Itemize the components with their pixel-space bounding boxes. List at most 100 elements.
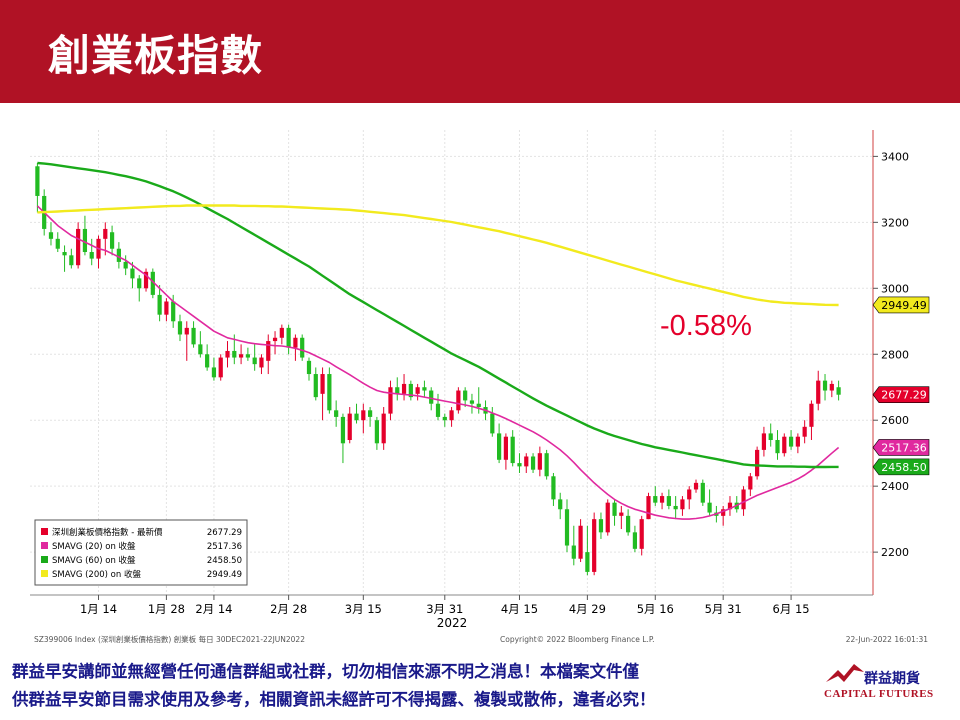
tag-last-price: 2677.29 — [872, 386, 930, 404]
legend-swatch-ma60 — [41, 556, 48, 563]
candle-body — [456, 390, 461, 411]
legend-value-ma200: 2949.49 — [207, 570, 242, 580]
candle-body — [632, 532, 638, 549]
candle-body — [558, 499, 563, 510]
company-logo: 群益期貨 CAPITAL FUTURES — [820, 658, 950, 714]
candle-body — [137, 278, 142, 289]
candle-body — [150, 271, 155, 295]
candle-body — [211, 367, 217, 378]
candle-body — [293, 337, 298, 348]
y-tick-label: 2400 — [881, 480, 909, 493]
price-chart: 2200 2400 2600 2800 3000 3200 3400 1月 14 1月 28 2… — [30, 125, 932, 650]
candle-body — [598, 519, 604, 533]
candle-body — [646, 496, 651, 520]
candle-body — [177, 321, 183, 335]
candle-body — [171, 301, 176, 322]
candle-body — [727, 502, 733, 510]
candle-body — [476, 403, 481, 408]
moving-average-series — [36, 161, 840, 520]
candle-body — [82, 228, 88, 253]
x-tick-label: 6月 15 — [773, 602, 810, 616]
logo-english-name: CAPITAL FUTURES — [824, 688, 934, 700]
legend-swatch-price — [41, 528, 48, 535]
candle-body — [354, 413, 359, 421]
candle-body — [755, 449, 760, 477]
candle-body — [320, 374, 325, 394]
candle-body — [55, 238, 60, 249]
x-tick-label: 1月 28 — [148, 602, 185, 616]
legend-swatch-ma200 — [41, 570, 48, 577]
x-tick-label: 1月 14 — [80, 602, 117, 616]
change-percent-annotation: -0.58% — [660, 310, 752, 342]
candle-body — [238, 354, 244, 358]
ma20-line — [36, 205, 840, 520]
candle-body — [510, 436, 515, 464]
candle-body — [775, 440, 780, 454]
candle-body — [626, 515, 631, 533]
candle-body — [116, 248, 121, 262]
candle-body — [829, 383, 834, 391]
candle-body — [503, 436, 509, 460]
candle-body — [822, 380, 828, 391]
candle-body — [639, 519, 644, 549]
candle-body — [788, 436, 794, 447]
disclaimer-line-2: 供群益早安節目需求使用及參考，相關資訊未經許可不得揭露、複製或散佈，違者必究！ — [12, 690, 656, 709]
candle-body — [272, 337, 278, 342]
y-tick-label: 3200 — [881, 216, 909, 229]
candle-body — [408, 383, 413, 398]
candle-body — [327, 374, 332, 411]
candle-body — [517, 463, 522, 467]
x-tick-label: 4月 15 — [501, 602, 538, 616]
candle-body — [571, 545, 576, 559]
candle-body — [585, 552, 590, 572]
candle-body — [103, 228, 108, 239]
candle-body — [673, 505, 678, 510]
candle-body — [653, 496, 658, 503]
candle-body — [463, 390, 468, 401]
candle-body — [612, 502, 617, 516]
source-note-timestamp: 22-Jun-2022 16:01:31 — [846, 635, 928, 644]
svg-text:2458.50: 2458.50 — [881, 461, 927, 474]
candle-body — [700, 482, 705, 503]
candle-body — [666, 496, 671, 506]
candle-body — [164, 301, 169, 315]
candle-body — [469, 400, 475, 404]
candle-body — [381, 413, 386, 444]
candle-body — [313, 374, 318, 398]
candle-body — [388, 387, 393, 414]
candle-body — [401, 383, 407, 394]
candle-body — [680, 499, 685, 510]
candle-body — [429, 390, 434, 404]
candle-body — [48, 232, 54, 239]
logo-icon — [826, 664, 864, 682]
candle-body — [62, 252, 67, 256]
candle-body — [449, 410, 454, 421]
candle-body — [530, 456, 536, 470]
candle-body — [435, 403, 441, 417]
legend: 深圳創業板價格指數 - 最新價 2677.29 SMAVG (20) on 收盤… — [34, 519, 248, 586]
candle-body — [266, 341, 271, 361]
candle-body — [184, 327, 189, 335]
candle-body — [687, 489, 692, 500]
candle-body — [225, 350, 230, 358]
candle-body — [768, 433, 773, 440]
page-title: 創業板指數 — [48, 31, 264, 80]
candle-body — [524, 456, 529, 467]
candle-body — [306, 360, 312, 375]
candle-body — [795, 436, 800, 447]
x-tick-label: 2月 14 — [195, 602, 232, 616]
candle-body — [578, 525, 583, 559]
candle-body — [123, 261, 128, 269]
svg-text:2949.49: 2949.49 — [881, 299, 927, 312]
y-tick-label: 3400 — [881, 150, 909, 163]
y-tick-label: 2600 — [881, 414, 909, 427]
candle-body — [367, 410, 373, 417]
candle-body — [245, 354, 250, 358]
candle-body — [693, 482, 699, 490]
candle-body — [490, 413, 495, 434]
y-tick-label: 2200 — [881, 546, 909, 559]
candle-body — [422, 387, 427, 391]
ma200-line — [37, 204, 839, 307]
candle-body — [69, 255, 74, 266]
ma60-line — [37, 161, 839, 469]
